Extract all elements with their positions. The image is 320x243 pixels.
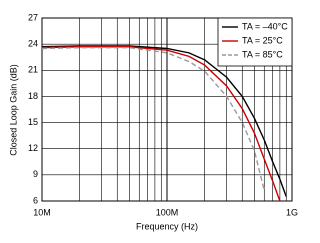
legend-label: TA = 25°C [242, 35, 283, 45]
series-line [42, 46, 281, 201]
legend-label: TA = –40°C [242, 21, 288, 31]
legend-box [217, 17, 293, 67]
y-tick-label: 15 [28, 117, 38, 127]
y-tick-label: 27 [28, 12, 38, 22]
y-axis-label: Closed Loop Gain (dB) [8, 64, 18, 156]
series-line [42, 45, 287, 197]
y-tick-label: 6 [33, 195, 38, 205]
x-tick-label: 1G [286, 207, 298, 217]
x-tick-label: 100M [156, 207, 179, 217]
y-tick-label: 18 [28, 91, 38, 101]
chart: Frequency (Hz) Closed Loop Gain (dB) 6 9 1… [8, 12, 298, 231]
y-tick-label: 24 [28, 39, 38, 49]
x-tick-label: 10M [33, 207, 51, 217]
y-tick-label: 12 [28, 143, 38, 153]
x-axis-label: Frequency (Hz) [136, 221, 198, 231]
series-line [42, 46, 265, 191]
plot-area [42, 45, 287, 201]
y-tick-label: 21 [28, 65, 38, 75]
legend-label: TA = 85°C [242, 49, 283, 59]
plot-frame [41, 17, 293, 202]
y-tick-label: 9 [33, 169, 38, 179]
